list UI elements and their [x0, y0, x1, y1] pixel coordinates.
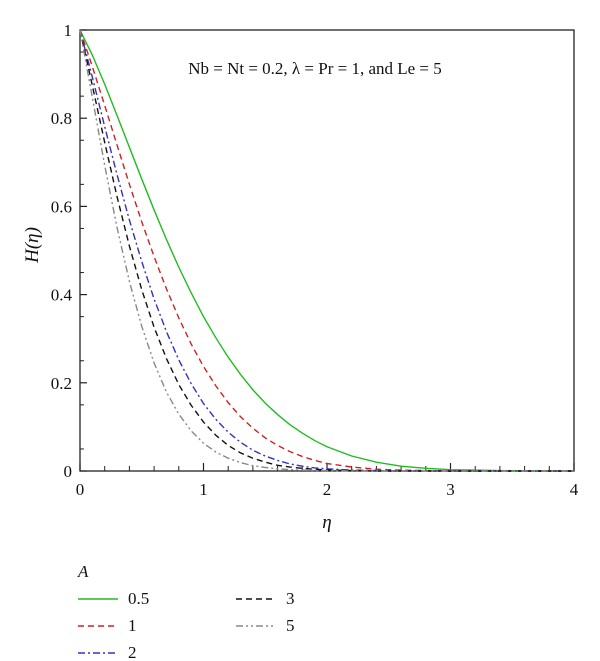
legend: A 0.5 1 2 3 5: [77, 562, 295, 661]
y-tick-label: 0.2: [51, 374, 72, 393]
legend-label-1: 1: [128, 616, 137, 635]
y-tick-label: 1: [64, 21, 73, 40]
legend-label-2: 2: [128, 643, 137, 661]
y-tick-label: 0.4: [51, 286, 73, 305]
plot-frame: [79, 29, 575, 472]
legend-label-3: 3: [286, 589, 295, 608]
y-tick-label: 0: [64, 462, 73, 481]
x-tick-label: 4: [570, 480, 579, 499]
x-tick-label: 1: [199, 480, 208, 499]
series-line-0.5: [79, 29, 574, 472]
series-line-3: [79, 29, 574, 472]
chart-annotation: Nb = Nt = 0.2, λ = Pr = 1, and Le = 5: [188, 59, 442, 78]
x-tick-label: 2: [323, 480, 332, 499]
y-tick-label: 0.6: [51, 197, 72, 216]
series-line-2: [79, 29, 574, 472]
x-tick-label: 0: [76, 480, 85, 499]
series-line-5: [79, 29, 574, 472]
y-tick-label: 0.8: [51, 109, 72, 128]
series-line-1: [79, 29, 574, 472]
x-axis-title: η: [322, 512, 331, 533]
legend-label-0.5: 0.5: [128, 589, 149, 608]
legend-title: A: [77, 562, 89, 581]
legend-label-5: 5: [286, 616, 295, 635]
x-tick-label: 3: [446, 480, 455, 499]
y-axis-title: H(η): [22, 227, 43, 264]
